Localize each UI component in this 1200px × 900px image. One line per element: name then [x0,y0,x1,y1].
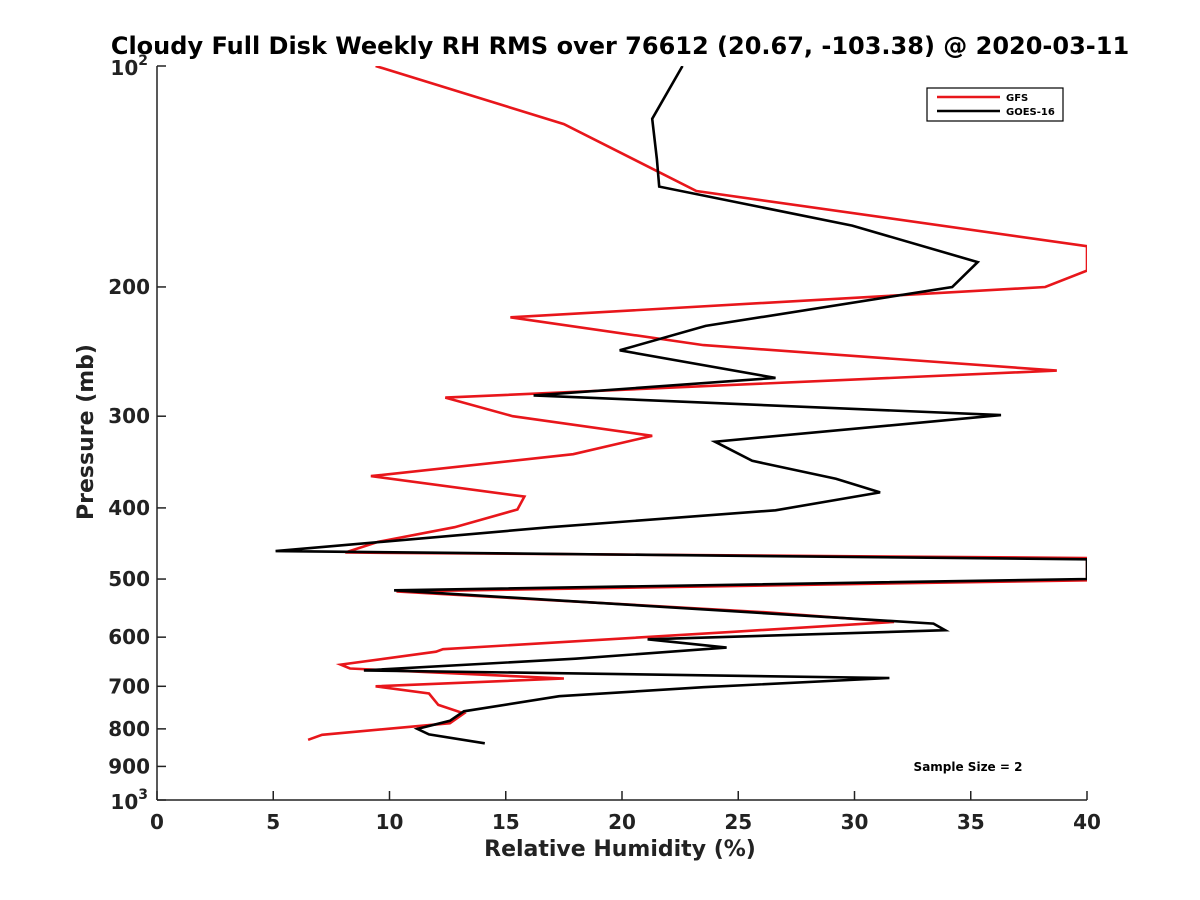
chart-title: Cloudy Full Disk Weekly RH RMS over 7661… [111,32,1129,60]
x-tick-label: 5 [266,810,280,834]
y-tick-label: 400 [108,496,150,520]
y-tick-label: 500 [108,567,150,591]
y-tick-label-power: 103 [110,787,148,814]
x-tick-label: 0 [150,810,164,834]
x-tick-label: 25 [724,810,752,834]
sample-size-annotation: Sample Size = 2 [914,760,1023,774]
y-tick-label: 700 [108,674,150,698]
data-layer [275,66,1087,745]
y-tick-label: 800 [108,717,150,741]
x-tick-label: 10 [376,810,404,834]
y-tick-label: 300 [108,404,150,428]
legend-label-gfs: GFS [1006,93,1028,104]
y-tick-label-power: 102 [110,53,148,80]
legend: GFS GOES-16 [926,87,1064,122]
x-tick-label: 40 [1073,810,1101,834]
legend-label-goes16: GOES-16 [1006,107,1055,118]
y-tick-label: 900 [108,754,150,778]
x-tick-label: 20 [608,810,636,834]
x-tick-label: 30 [841,810,869,834]
legend-box [926,87,1064,122]
series-line-goes16 [275,66,1087,745]
axes-layer: 0 5 10 15 20 25 30 35 40 200 300 400 500 600 700 800 900… [108,53,1101,834]
y-tick-label: 200 [108,275,150,299]
x-tick-label: 15 [492,810,520,834]
x-tick-label: 35 [957,810,985,834]
y-tick-label: 600 [108,625,150,649]
x-axis-label: Relative Humidity (%) [484,837,756,862]
y-axis-label: Pressure (mb) [74,344,99,520]
